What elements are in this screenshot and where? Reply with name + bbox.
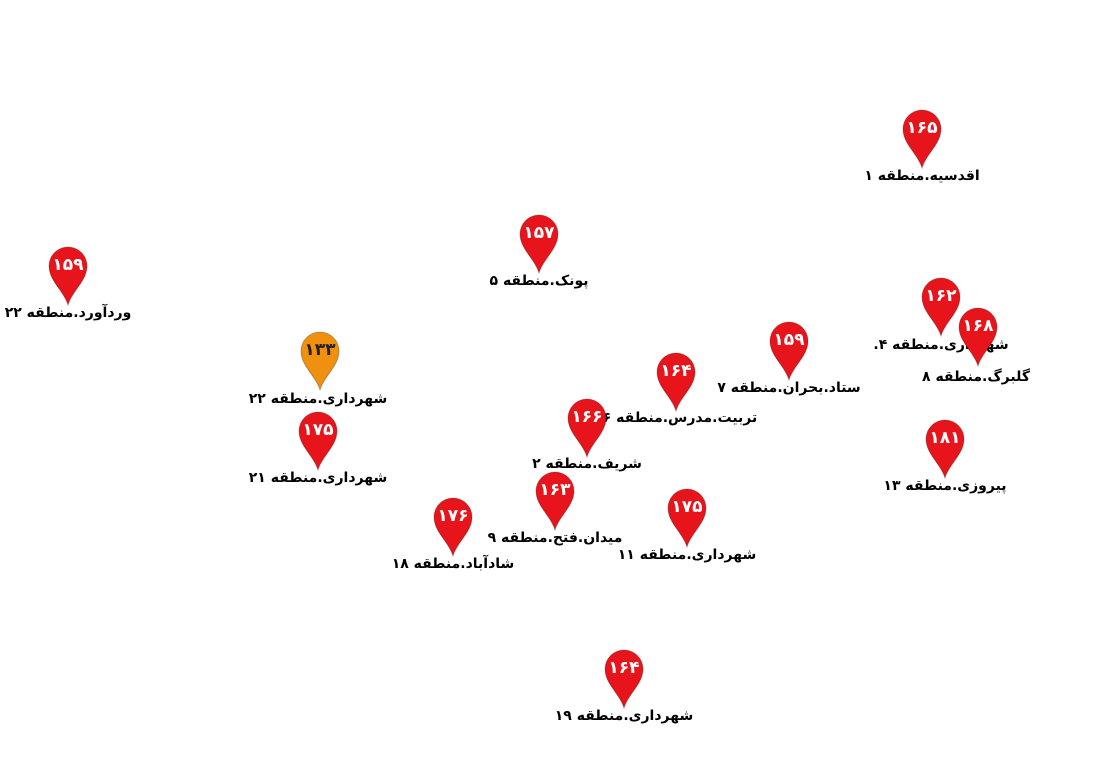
marker-label: شهرداری.منطقه ۲۱	[248, 470, 388, 486]
map-pin-icon	[519, 214, 559, 275]
map-marker[interactable]: ۱۶۴	[654, 351, 698, 413]
marker-label: شادآباد.منطقه ۱۸	[391, 556, 515, 572]
marker-value: ۱۵۹	[773, 330, 805, 350]
map-marker[interactable]: ۱۷۶	[431, 496, 475, 558]
marker-value: ۱۶۴	[608, 658, 640, 678]
map-marker[interactable]: ۱۵۷	[517, 213, 561, 275]
map-pin-icon	[433, 497, 473, 558]
map-pin-icon	[604, 649, 644, 710]
marker-value: ۱۳۳	[304, 340, 336, 360]
marker-value: ۱۸۱	[929, 428, 961, 448]
map-marker[interactable]: ۱۵۹	[767, 320, 811, 382]
map-pin-icon	[958, 307, 998, 368]
marker-value: ۱۵۷	[523, 223, 555, 243]
marker-label: میدان.فتح.منطقه ۹	[487, 530, 623, 546]
map-pin-icon	[48, 246, 88, 307]
marker-label: تربیت.مدرس.منطقه ۶	[602, 410, 758, 426]
map-pin-icon	[902, 109, 942, 170]
map-marker[interactable]: ۱۶۳	[533, 470, 577, 532]
marker-label: گلبرگ.منطقه ۸	[922, 369, 1030, 385]
map-marker[interactable]: ۱۵۹	[46, 245, 90, 307]
marker-value: ۱۷۵	[671, 497, 703, 517]
marker-label: پیروزی.منطقه ۱۳	[883, 478, 1007, 494]
marker-value: ۱۶۲	[925, 286, 957, 306]
map-marker[interactable]: ۱۷۵	[665, 487, 709, 549]
map-pin-icon	[921, 277, 961, 338]
map-marker[interactable]: ۱۶۵	[900, 108, 944, 170]
map-pin-icon	[667, 488, 707, 549]
marker-label: پونک.منطقه ۵	[489, 273, 589, 289]
map-marker[interactable]: ۱۶۶	[565, 397, 609, 459]
marker-label: شهرداری.منطقه ۲۲	[248, 391, 388, 407]
map-pin-icon	[298, 411, 338, 472]
marker-value: ۱۷۶	[437, 506, 469, 526]
map-marker[interactable]: ۱۶۴	[602, 648, 646, 710]
map-marker[interactable]: ۱۳۳	[298, 330, 342, 392]
map-marker[interactable]: ۱۷۵	[296, 410, 340, 472]
marker-label: اقدسیه.منطقه ۱	[864, 168, 980, 184]
marker-value: ۱۶۵	[906, 118, 938, 138]
marker-label: شهرداری.منطقه ۱۹	[554, 708, 694, 724]
marker-label: ستاد.بحران.منطقه ۷	[717, 380, 861, 396]
marker-value: ۱۶۶	[571, 407, 603, 427]
marker-value: ۱۵۹	[52, 255, 84, 275]
marker-value: ۱۶۳	[539, 480, 571, 500]
map-marker[interactable]: ۱۸۱	[923, 418, 967, 480]
marker-label: شهرداری.منطقه ۱۱	[617, 547, 757, 563]
marker-value: ۱۶۸	[962, 316, 994, 336]
map-pin-icon	[535, 471, 575, 532]
map-marker[interactable]: ۱۶۸	[956, 306, 1000, 368]
map-pin-icon	[567, 398, 607, 459]
map-marker[interactable]: ۱۶۲	[919, 276, 963, 338]
marker-label: وردآورد.منطقه ۲۲	[4, 305, 132, 321]
marker-value: ۱۷۵	[302, 420, 334, 440]
map-pin-icon	[300, 331, 340, 392]
marker-value: ۱۶۴	[660, 361, 692, 381]
map-pin-icon	[925, 419, 965, 480]
map-pin-icon	[656, 352, 696, 413]
map-pin-icon	[769, 321, 809, 382]
marker-label: شریف.منطقه ۲	[532, 456, 642, 472]
